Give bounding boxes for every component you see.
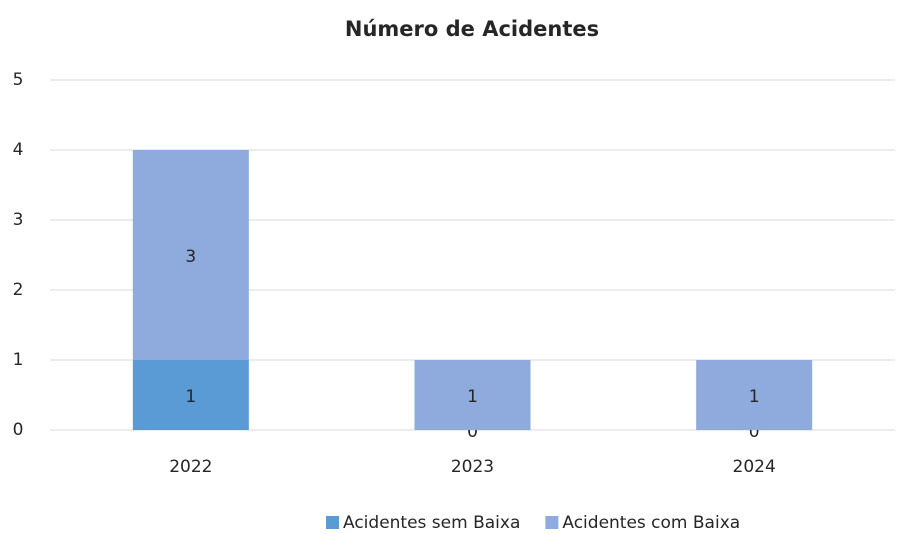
bar-segment [414,360,531,430]
y-tick-label: 4 [13,140,24,160]
legend-swatch [326,516,339,529]
bar-segment [132,150,249,360]
x-tick-label: 2022 [169,457,212,477]
y-tick-label: 1 [13,350,24,370]
x-tick-label: 2023 [451,457,494,477]
y-tick-label: 2 [13,280,24,300]
legend-label: Acidentes com Baixa [562,513,740,533]
y-tick-label: 5 [13,70,24,90]
y-tick-label: 3 [13,210,24,230]
x-tick-label: 2024 [733,457,776,477]
legend-swatch [545,516,559,529]
bar-segment [132,360,249,430]
y-tick-label: 0 [13,420,24,440]
data-label: 1 [467,387,478,407]
data-label: 1 [749,387,760,407]
chart-title: Número de Acidentes [345,17,599,41]
legend-label: Acidentes sem Baixa [343,513,520,533]
data-label: 3 [185,247,196,267]
data-label: 0 [749,422,760,442]
data-label: 0 [467,422,478,442]
bar-segment [696,360,813,430]
data-label: 1 [185,387,196,407]
